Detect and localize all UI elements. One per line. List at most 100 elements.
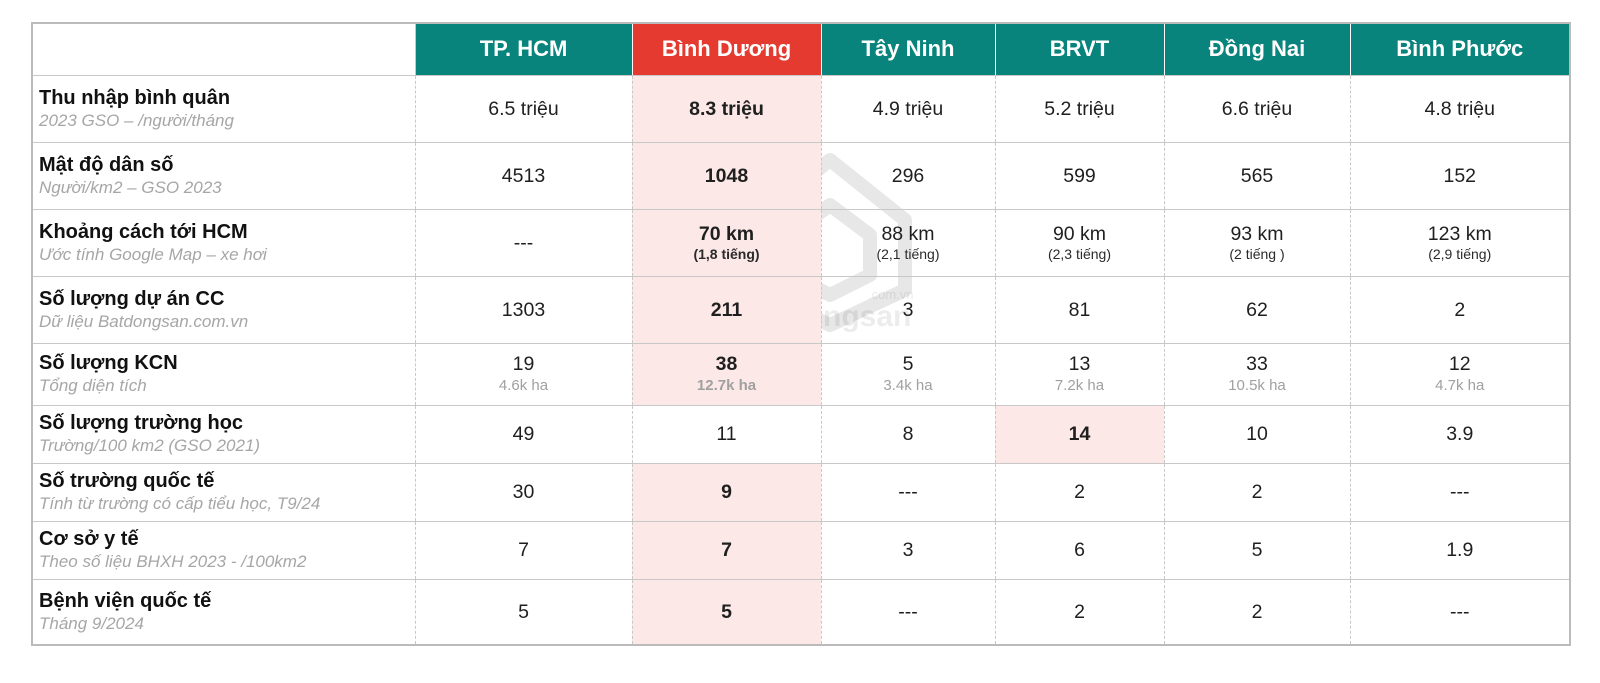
row-label: Khoảng cách tới HCM Ước tính Google Map … (31, 209, 416, 277)
cell-value: 90 km (1052, 223, 1107, 245)
cell-value: 4513 (501, 164, 546, 187)
row-label: Số trường quốc tế Tính từ trường có cấp … (31, 463, 416, 522)
row-label: Số lượng dự án CC Dữ liệu Batdongsan.com… (31, 276, 416, 344)
cell-highlight: 7 (631, 521, 822, 580)
col-header-hcm: TP. HCM (414, 22, 633, 76)
cell-note: 4.6k ha (498, 377, 549, 394)
cell: 1.9 (1349, 521, 1571, 580)
cell-highlight: 211 (631, 276, 822, 344)
cell-value: --- (1450, 600, 1470, 623)
cell-highlight: 5 (631, 579, 822, 646)
row-title: Khoảng cách tới HCM (39, 220, 248, 243)
row-subtitle: 2023 GSO – /người/tháng (39, 110, 234, 130)
row-title: Số lượng dự án CC (39, 287, 225, 310)
cell: 4.8 triệu (1349, 75, 1571, 143)
cell: 2 (1163, 579, 1351, 646)
cell: 123 km (2,9 tiếng) (1349, 209, 1571, 277)
cell-value: 10 (1246, 423, 1268, 445)
row-subtitle: Trường/100 km2 (GSO 2021) (39, 436, 261, 455)
row-label: Thu nhập bình quân 2023 GSO – /người/thá… (31, 75, 416, 143)
cell-value: 5 (721, 600, 732, 623)
row-title: Bệnh viện quốc tế (39, 589, 212, 612)
cell-value: 9 (721, 481, 732, 503)
col-header-binh-phuoc: Bình Phước (1349, 22, 1571, 76)
cell: 2 (1349, 276, 1571, 344)
table-row: Bệnh viện quốc tế Tháng 9/2024 5 5 --- 2… (31, 579, 1571, 646)
cell: 5.2 triệu (994, 75, 1165, 143)
cell: 3 (820, 276, 996, 344)
cell: 2 (994, 463, 1165, 522)
cell-note: (2,3 tiếng) (1047, 246, 1112, 262)
cell: 599 (994, 142, 1165, 210)
cell-value: 38 (715, 353, 738, 375)
cell-value: 62 (1246, 298, 1268, 321)
cell-value: 13 (1068, 353, 1091, 375)
cell: 5 (1163, 521, 1351, 580)
cell-value: --- (898, 481, 918, 503)
col-header-binh-duong: Bình Dương (631, 22, 822, 76)
cell-note: (1,8 tiếng) (693, 246, 760, 262)
cell-highlight: 14 (994, 405, 1165, 464)
col-header-brvt: BRVT (994, 22, 1165, 76)
cell-value: 6 (1074, 539, 1085, 561)
cell-value: 81 (1068, 298, 1091, 321)
cell: 10 (1163, 405, 1351, 464)
cell-value: 2 (1454, 298, 1466, 321)
cell-value: 49 (512, 423, 535, 445)
cell-value: 565 (1240, 164, 1274, 187)
cell-value: 1048 (704, 164, 749, 187)
cell: 8 (820, 405, 996, 464)
cell-value: 93 km (1230, 223, 1284, 245)
cell-value: 12 (1448, 353, 1471, 375)
cell-note: (2,1 tiếng) (876, 246, 940, 262)
cell: 2 (1163, 463, 1351, 522)
row-subtitle: Tổng diện tích (39, 376, 147, 395)
cell-value: 1.9 (1446, 539, 1474, 561)
table-row: Số trường quốc tế Tính từ trường có cấp … (31, 463, 1571, 522)
cell: 6.5 triệu (414, 75, 633, 143)
cell: 296 (820, 142, 996, 210)
row-title: Thu nhập bình quân (39, 86, 231, 109)
cell-value: 2 (1074, 481, 1085, 503)
cell-value: --- (898, 600, 918, 623)
cell-value: 33 (1246, 353, 1268, 375)
row-label: Bệnh viện quốc tế Tháng 9/2024 (31, 579, 416, 646)
cell: 6 (994, 521, 1165, 580)
cell-value: 8.3 triệu (689, 97, 764, 120)
cell: 13 7.2k ha (994, 343, 1165, 406)
cell: 62 (1163, 276, 1351, 344)
cell: 49 (414, 405, 633, 464)
cell-value: 5 (518, 600, 529, 623)
cell-value: 296 (891, 164, 925, 187)
cell-note: (2 tiếng ) (1229, 246, 1285, 262)
row-title: Cơ sở y tế (39, 528, 139, 550)
col-header-dong-nai: Đồng Nai (1163, 22, 1351, 76)
cell-note: 12.7k ha (696, 377, 757, 394)
cell: 90 km (2,3 tiếng) (994, 209, 1165, 277)
cell-value: 5 (902, 353, 914, 375)
cell-value: 14 (1068, 423, 1091, 445)
cell-value: 1303 (501, 298, 546, 321)
cell-value: --- (1450, 481, 1470, 503)
cell-highlight: 70 km (1,8 tiếng) (631, 209, 822, 277)
row-title: Số lượng KCN (39, 352, 178, 374)
table-row: Cơ sở y tế Theo số liệu BHXH 2023 - /100… (31, 521, 1571, 580)
cell-value: 211 (710, 298, 743, 321)
cell: 30 (414, 463, 633, 522)
cell: 3 (820, 521, 996, 580)
cell-value: 3 (902, 539, 914, 561)
table-row: Mật độ dân số Người/km2 – GSO 2023 4513 … (31, 142, 1571, 210)
cell: 88 km (2,1 tiếng) (820, 209, 996, 277)
cell-value: 7 (518, 539, 529, 561)
table-row: Số lượng trường học Trường/100 km2 (GSO … (31, 405, 1571, 464)
row-label: Số lượng KCN Tổng diện tích (31, 343, 416, 406)
cell: --- (1349, 579, 1571, 646)
cell: 33 10.5k ha (1163, 343, 1351, 406)
cell: 4513 (414, 142, 633, 210)
cell-value: 123 km (1427, 223, 1492, 245)
cell-value: 3 (902, 298, 914, 321)
row-label: Số lượng trường học Trường/100 km2 (GSO … (31, 405, 416, 464)
header-corner (31, 22, 416, 76)
comparison-table: TP. HCM Bình Dương Tây Ninh BRVT Đồng Na… (31, 22, 1571, 646)
row-subtitle: Tính từ trường có cấp tiểu học, T9/24 (39, 494, 321, 513)
